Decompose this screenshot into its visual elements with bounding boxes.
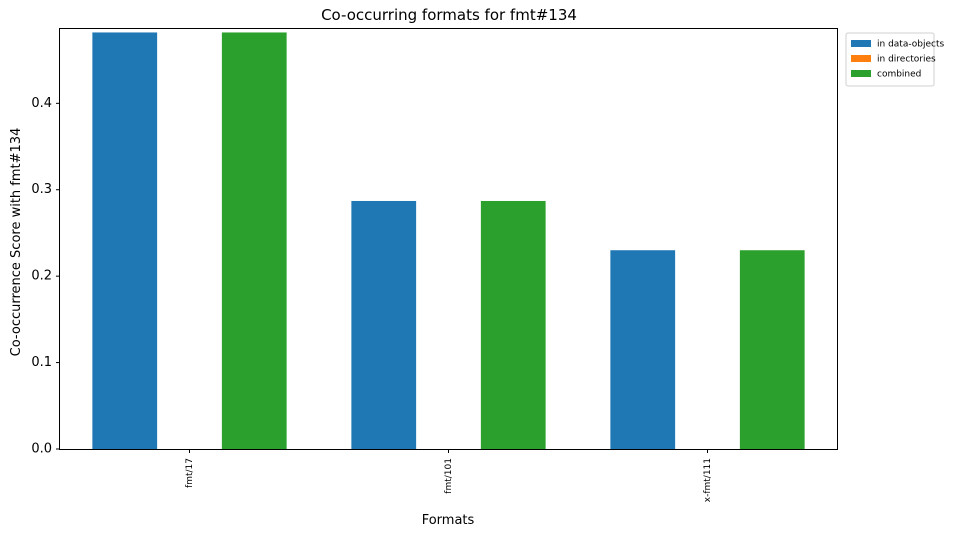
y-tick-label: 0.2 — [31, 269, 52, 284]
bars-group — [92, 32, 805, 450]
bar-combined-fmt-17 — [221, 32, 287, 450]
y-tick-label: 0.4 — [31, 96, 52, 111]
x-tick-label: fmt/17 — [185, 458, 195, 488]
y-ticks-group: 0.0 0.1 0.2 0.3 0.4 — [31, 96, 60, 457]
legend-swatch-in-directories — [851, 55, 871, 62]
y-tick-label: 0.1 — [31, 355, 52, 370]
y-tick-label: 0.0 — [31, 442, 52, 457]
legend-swatch-combined — [851, 70, 871, 77]
legend: in data-objects in directories combined — [845, 32, 944, 87]
x-tick-label: fmt/101 — [444, 458, 454, 494]
legend-label-in-data-objects: in data-objects — [877, 40, 944, 50]
plot-frame — [59, 28, 838, 450]
bar-in-data-objects-x-fmt-111 — [610, 250, 676, 449]
legend-label-combined: combined — [877, 70, 921, 80]
x-tick-label: x-fmt/111 — [703, 458, 713, 502]
bar-combined-x-fmt-111 — [739, 250, 805, 449]
chart-title: Co-occurring formats for fmt#134 — [321, 6, 577, 24]
x-ticks-group: fmt/17 fmt/101 x-fmt/111 — [185, 449, 713, 502]
bar-in-data-objects-fmt-17 — [92, 32, 158, 450]
legend-swatch-in-data-objects — [851, 40, 871, 47]
y-axis-label: Co-occurrence Score with fmt#134 — [9, 128, 24, 357]
bar-combined-fmt-101 — [480, 200, 546, 449]
bar-in-data-objects-fmt-101 — [351, 200, 417, 449]
y-tick-label: 0.3 — [31, 182, 52, 197]
legend-label-in-directories: in directories — [877, 55, 936, 65]
x-axis-label: Formats — [422, 513, 475, 528]
